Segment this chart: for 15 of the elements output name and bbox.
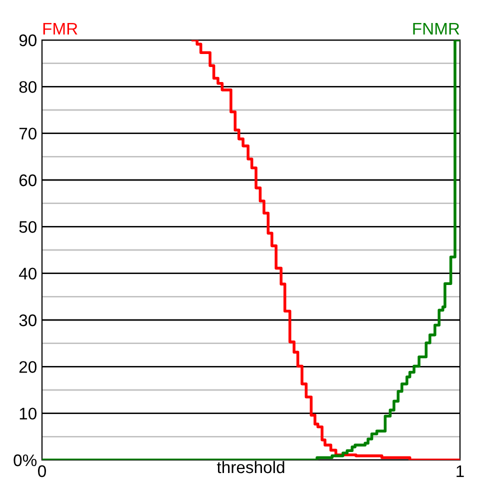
y-tick-label: 10	[20, 408, 36, 420]
text: FMR	[43, 22, 78, 34]
y-tick-label: 0%	[14, 454, 37, 466]
series-label: FNMR	[413, 22, 460, 34]
y-tick-label: 70	[19, 128, 36, 140]
y-tick-label: 40	[18, 268, 36, 280]
y-tick-label: 60	[19, 174, 36, 186]
x-tick-label: 1	[456, 465, 464, 477]
y-tick-label: 50	[19, 221, 36, 233]
y-tick-label: 30	[19, 314, 36, 326]
y-tick-label: 20	[19, 361, 36, 373]
y-tick-label: 90	[19, 34, 36, 46]
x-tick-label: 0	[38, 465, 46, 478]
y-tick-label: 80	[19, 81, 36, 93]
x-axis-title: threshold	[216, 460, 284, 474]
